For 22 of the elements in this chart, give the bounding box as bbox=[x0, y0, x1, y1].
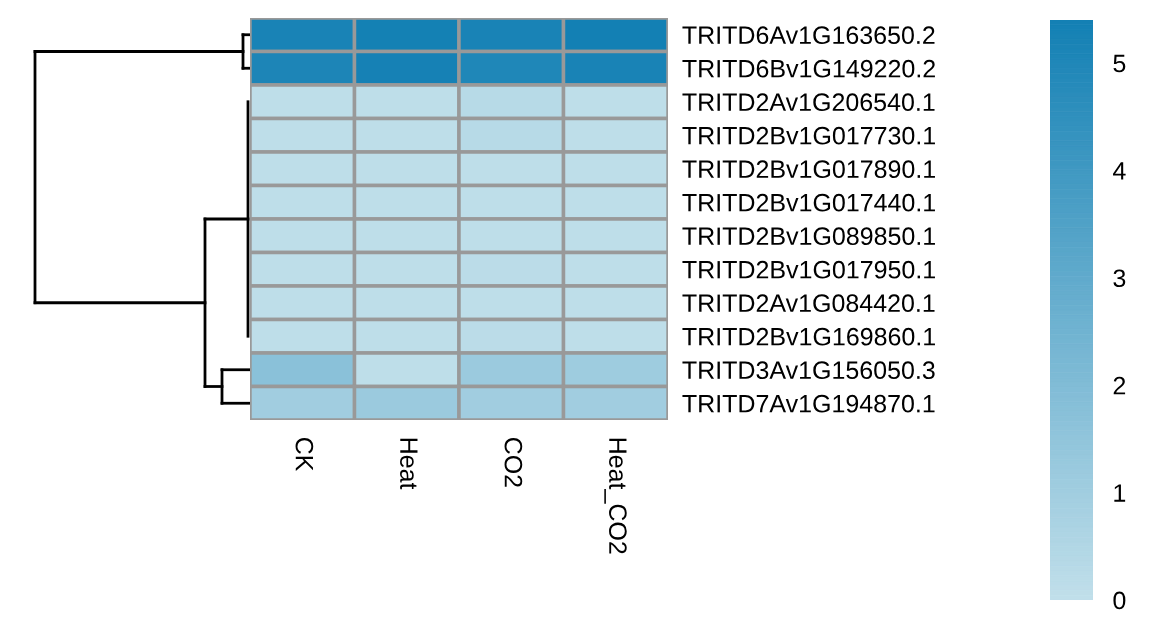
x-tick-label: CK bbox=[295, 437, 314, 472]
y-tick-label: TRITD2Av1G206540.1 bbox=[682, 93, 935, 112]
color-bar-label: 4 bbox=[1113, 162, 1126, 180]
y-tick-label: TRITD7Av1G194870.1 bbox=[682, 394, 935, 413]
y-tick-label: TRITD2Bv1G017950.1 bbox=[682, 260, 935, 279]
x-tick-label: Heat bbox=[400, 438, 418, 490]
y-tick-label: TRITD2Bv1G089850.1 bbox=[682, 227, 935, 246]
y-tick-label: TRITD2Av1G084420.1 bbox=[682, 294, 935, 313]
color-bar-label: 5 bbox=[1113, 54, 1126, 73]
y-tick-label: TRITD2Bv1G169860.1 bbox=[682, 327, 935, 346]
color-bar-label: 0 bbox=[1113, 591, 1126, 610]
x-tick-label: CO2 bbox=[504, 437, 523, 487]
y-tick-label: TRITD6Bv1G149220.2 bbox=[682, 59, 935, 78]
color-bar-label: 2 bbox=[1113, 376, 1126, 395]
y-tick-label: TRITD2Bv1G017890.1 bbox=[682, 160, 935, 179]
y-tick-label: TRITD3Av1G156050.3 bbox=[682, 361, 935, 380]
color-bar-label: 3 bbox=[1113, 269, 1126, 288]
x-tick-label: Heat_CO2 bbox=[604, 438, 627, 554]
color-bar-label: 1 bbox=[1114, 484, 1126, 502]
y-tick-label: TRITD6Av1G163650.2 bbox=[682, 26, 935, 45]
y-tick-label: TRITD2Bv1G017440.1 bbox=[682, 193, 935, 212]
y-tick-label: TRITD2Bv1G017730.1 bbox=[682, 126, 935, 145]
